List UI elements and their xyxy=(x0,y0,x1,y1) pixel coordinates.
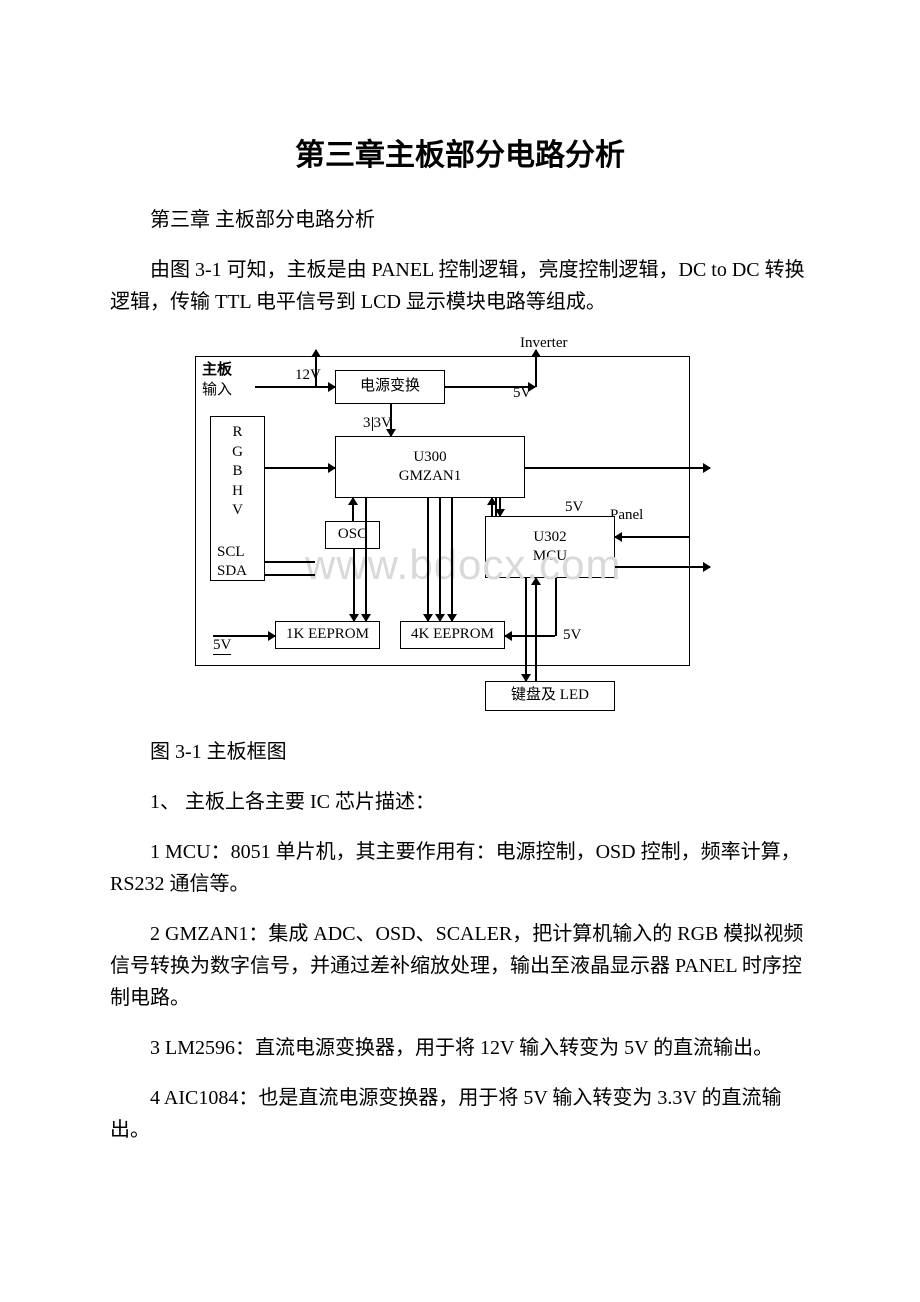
intro-paragraph: 由图 3-1 可知，主板是由 PANEL 控制逻辑，亮度控制逻辑，DC to D… xyxy=(110,254,810,318)
sub-heading: 第三章 主板部分电路分析 xyxy=(110,204,810,236)
diagram-block-u302: U302 MCU xyxy=(485,516,615,578)
paragraph-lm2596: 3 LM2596：直流电源变换器，用于将 12V 输入转变为 5V 的直流输出。 xyxy=(110,1032,810,1064)
block-diagram: 主板 输入 Inverter 电源变换 12V 5V 33V U300 GMZA… xyxy=(195,336,725,716)
paragraph-aic1084: 4 AIC1084：也是直流电源变换器，用于将 5V 输入转变为 3.3V 的直… xyxy=(110,1082,810,1146)
section-heading: 1、 主板上各主要 IC 芯片描述： xyxy=(110,786,810,818)
paragraph-gmzan1: 2 GMZAN1：集成 ADC、OSD、SCALER，把计算机输入的 RGB 模… xyxy=(110,918,810,1014)
diagram-block-rgbhv: R G B H V SCL SDA xyxy=(210,416,265,581)
diagram-label-12v: 12V xyxy=(295,366,321,384)
diagram-block-osc: OSC xyxy=(325,521,380,549)
diagram-label-5v-left: 5V xyxy=(213,636,231,655)
diagram-label-inverter: Inverter xyxy=(520,334,567,352)
page-title: 第三章主板部分电路分析 xyxy=(110,130,810,174)
diagram-label-mainboard: 主板 输入 xyxy=(202,361,232,400)
diagram-label-5v-u302: 5V xyxy=(565,498,583,516)
diagram-block-eeprom1: 1K EEPROM xyxy=(275,621,380,649)
diagram-label-5v-right: 5V xyxy=(563,626,581,644)
diagram-block-eeprom2: 4K EEPROM xyxy=(400,621,505,649)
diagram-label-33v: 33V xyxy=(363,414,392,432)
diagram-block-power: 电源变换 xyxy=(335,370,445,404)
figure-caption: 图 3-1 主板框图 xyxy=(110,736,810,768)
diagram-block-keyboard: 键盘及 LED xyxy=(485,681,615,711)
paragraph-mcu: 1 MCU：8051 单片机，其主要作用有：电源控制，OSD 控制，频率计算，R… xyxy=(110,836,810,900)
diagram-label-5v-top: 5V xyxy=(513,384,531,402)
diagram-block-u300: U300 GMZAN1 xyxy=(335,436,525,498)
